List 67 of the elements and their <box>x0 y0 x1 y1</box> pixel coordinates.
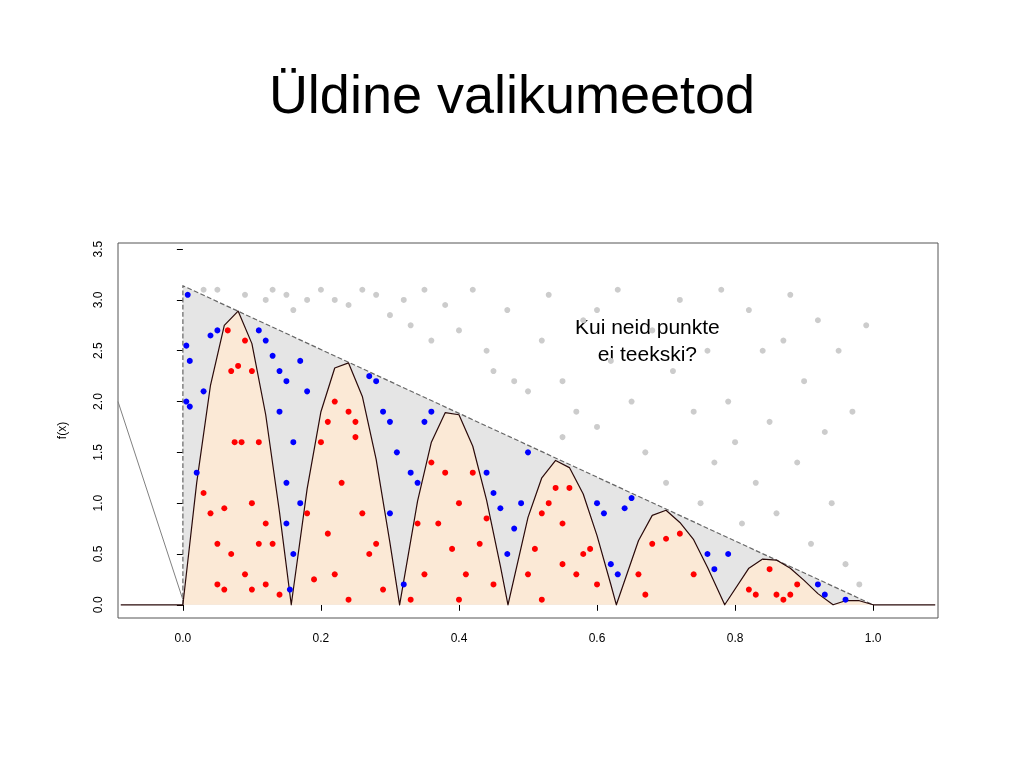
y-tick-label: 3.0 <box>91 291 105 309</box>
point <box>183 342 190 349</box>
y-tick-label: 0.0 <box>91 596 105 614</box>
point <box>414 479 421 486</box>
point <box>525 449 531 456</box>
y-axis-title: f(x) <box>55 421 69 440</box>
point <box>290 550 297 557</box>
point <box>186 357 193 364</box>
point <box>186 403 193 410</box>
point <box>511 525 518 532</box>
point <box>386 418 393 425</box>
point <box>421 418 428 425</box>
point <box>283 479 290 486</box>
point <box>711 566 718 573</box>
point <box>614 571 621 578</box>
point <box>428 408 435 415</box>
point <box>283 378 290 385</box>
x-tick-label: 0.0 <box>174 631 192 645</box>
point <box>400 581 407 588</box>
x-tick-label: 0.4 <box>450 631 468 645</box>
point <box>255 327 262 334</box>
point <box>269 352 276 359</box>
point <box>594 500 601 507</box>
point <box>704 550 711 557</box>
point <box>184 291 191 298</box>
x-tick-label: 1.0 <box>864 631 882 645</box>
point <box>607 561 614 568</box>
point <box>600 510 607 517</box>
point <box>193 469 200 476</box>
point <box>842 596 849 603</box>
point <box>407 469 414 476</box>
point <box>814 581 821 588</box>
y-tick-label: 1.5 <box>91 443 105 461</box>
point <box>490 490 497 496</box>
point <box>518 500 525 507</box>
y-tick-label: 2.5 <box>91 342 105 360</box>
y-tick-label: 3.5 <box>91 240 105 258</box>
point <box>386 510 393 517</box>
x-tick-label: 0.2 <box>312 631 330 645</box>
point <box>380 408 387 415</box>
point <box>297 500 304 507</box>
point <box>821 591 828 598</box>
chart-title: Üldine valikumeetod <box>268 64 756 124</box>
point <box>621 505 628 512</box>
point <box>393 449 400 456</box>
point <box>200 388 207 395</box>
point <box>286 586 293 593</box>
point <box>214 327 221 334</box>
point <box>207 332 214 339</box>
point <box>504 550 511 557</box>
y-tick-label: 2.0 <box>91 392 105 410</box>
point <box>366 373 373 380</box>
point <box>276 368 283 375</box>
y-tick-label: 0.5 <box>91 545 105 563</box>
point <box>628 495 635 502</box>
point <box>290 439 297 446</box>
point <box>483 469 490 476</box>
point <box>276 408 283 415</box>
point <box>283 520 290 527</box>
point <box>304 388 311 395</box>
point <box>497 505 504 512</box>
y-tick-label: 1.0 <box>91 494 105 512</box>
point <box>373 378 380 385</box>
point <box>725 550 732 557</box>
x-tick-label: 0.6 <box>588 631 606 645</box>
point <box>297 357 304 364</box>
x-tick-label: 0.8 <box>726 631 744 645</box>
